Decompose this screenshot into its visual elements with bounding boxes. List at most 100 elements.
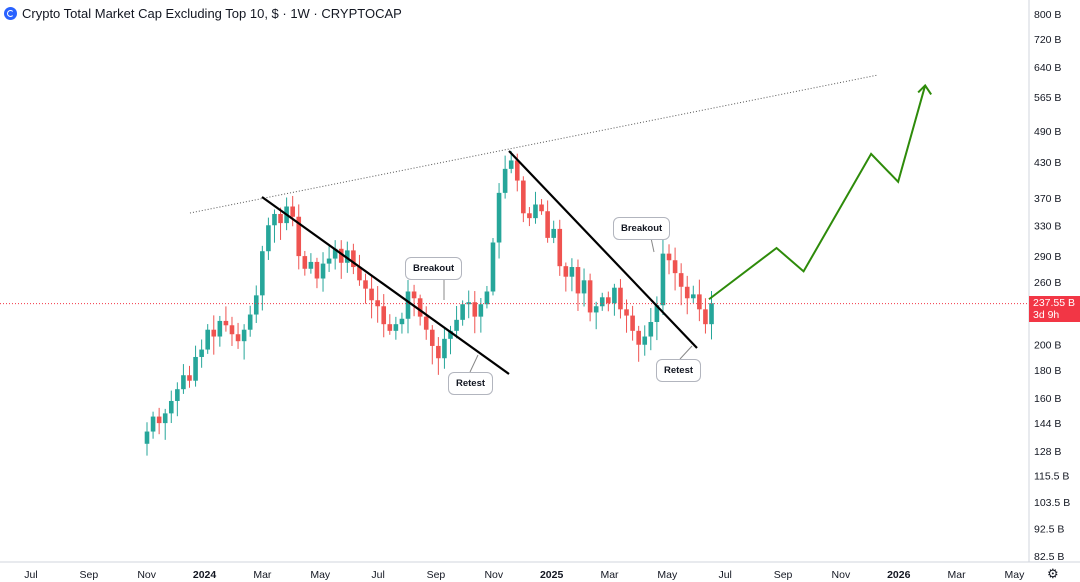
projection-arrowhead [917,83,932,95]
candle-down [684,286,690,299]
candle-down [314,261,320,279]
candle-down [302,256,308,269]
candle-up [247,314,253,330]
candle-down [618,287,623,310]
downtrend-line-1 [261,196,510,375]
candle-down [296,216,302,257]
candle-up [642,336,648,345]
candle-up [193,356,198,381]
price-tick-label: 430 B [1034,157,1061,169]
candle-down [387,324,393,331]
cryptocap-logo-icon [4,7,17,20]
candle-down [539,204,544,212]
candle-down [630,315,635,331]
candle-down [672,260,678,274]
chart-title-bar: Crypto Total Market Cap Excluding Top 10… [4,6,402,21]
candle-down [423,316,429,330]
candle-down [527,213,532,219]
candle-down [678,273,684,287]
candle-down [381,306,387,325]
time-tick-label: 2024 [193,569,217,581]
candle-down [624,309,629,316]
candle-down [223,320,229,326]
breakout-label-2[interactable]: Breakout [613,217,671,240]
candle-up [260,251,265,296]
candle-up [332,248,338,259]
candle-down [666,253,672,261]
candle-up [709,303,714,325]
candle-up [199,349,204,357]
candle-up [502,168,508,193]
candles [144,151,714,456]
candle-down [235,334,241,342]
candle-down [521,180,526,214]
candle-up [345,250,350,263]
candle-up [478,304,484,317]
candle-up [272,213,277,226]
candle-down [697,294,702,310]
candle-up [612,287,617,304]
time-tick-label: May [310,569,331,581]
time-tick-label: Jul [24,569,37,581]
price-tick-label: 370 B [1034,193,1061,205]
price-tick-label: 82.5 B [1034,551,1064,563]
retest-connector-1 [469,354,479,373]
price-axis: 800 B 720 B 640 B 565 B 490 B 430 B 370 B 330 B… [1028,0,1070,563]
candle-down [545,211,550,238]
candle-up [460,304,465,320]
time-tick-label: Nov [484,569,503,581]
time-tick-label: 2025 [540,569,564,581]
candle-down [375,300,380,307]
price-tick-label: 800 B [1034,9,1061,21]
time-tick-label: Mar [253,569,272,581]
candle-down [703,309,708,325]
chart-title: Crypto Total Market Cap Excluding Top 10… [22,6,402,21]
candle-up [399,318,405,325]
price-tick-label: 160 B [1034,393,1061,405]
candle-down [606,297,611,304]
candle-down [369,288,374,301]
time-tick-label: 2026 [887,569,911,581]
candle-up [508,160,514,169]
candle-up [162,413,168,424]
last-price-value: 237.55 B [1033,297,1076,309]
candle-up [599,297,605,307]
candle-up [490,242,496,292]
candle-down [514,160,520,181]
candle-up [442,338,447,359]
time-tick-label: Sep [427,569,446,581]
retest-label-1[interactable]: Retest [448,372,494,395]
price-tick-label: 180 B [1034,365,1061,377]
candle-up [320,263,326,279]
candle-up [551,228,556,238]
candle-up [691,294,696,299]
bar-countdown: 3d 9h [1033,309,1060,321]
price-tick-label: 290 B [1034,251,1061,263]
candle-up [484,291,490,305]
candle-down [557,228,563,267]
candle-down [278,213,283,224]
candle-up [593,306,599,313]
candle-down [357,267,362,281]
time-tick-label: May [657,569,678,581]
candle-up [393,324,399,331]
price-tick-label: 640 B [1034,62,1061,74]
retest-label-2[interactable]: Retest [656,359,702,382]
time-tick-label: Mar [948,569,967,581]
candle-up [533,204,538,219]
price-tick-label: 490 B [1034,126,1061,138]
candle-down [411,291,417,299]
breakout-label-1[interactable]: Breakout [405,257,463,280]
candle-up [660,253,666,306]
price-tick-label: 103.5 B [1034,497,1070,509]
candle-down [636,330,641,345]
settings-gear-icon[interactable]: ⚙ [1047,566,1059,581]
price-tick-label: 92.5 B [1034,524,1064,536]
projection-path [708,85,927,301]
candle-up [175,389,180,401]
candle-up [241,329,247,342]
candle-down [351,250,356,268]
candle-down [436,345,441,359]
candle-down [363,280,368,289]
